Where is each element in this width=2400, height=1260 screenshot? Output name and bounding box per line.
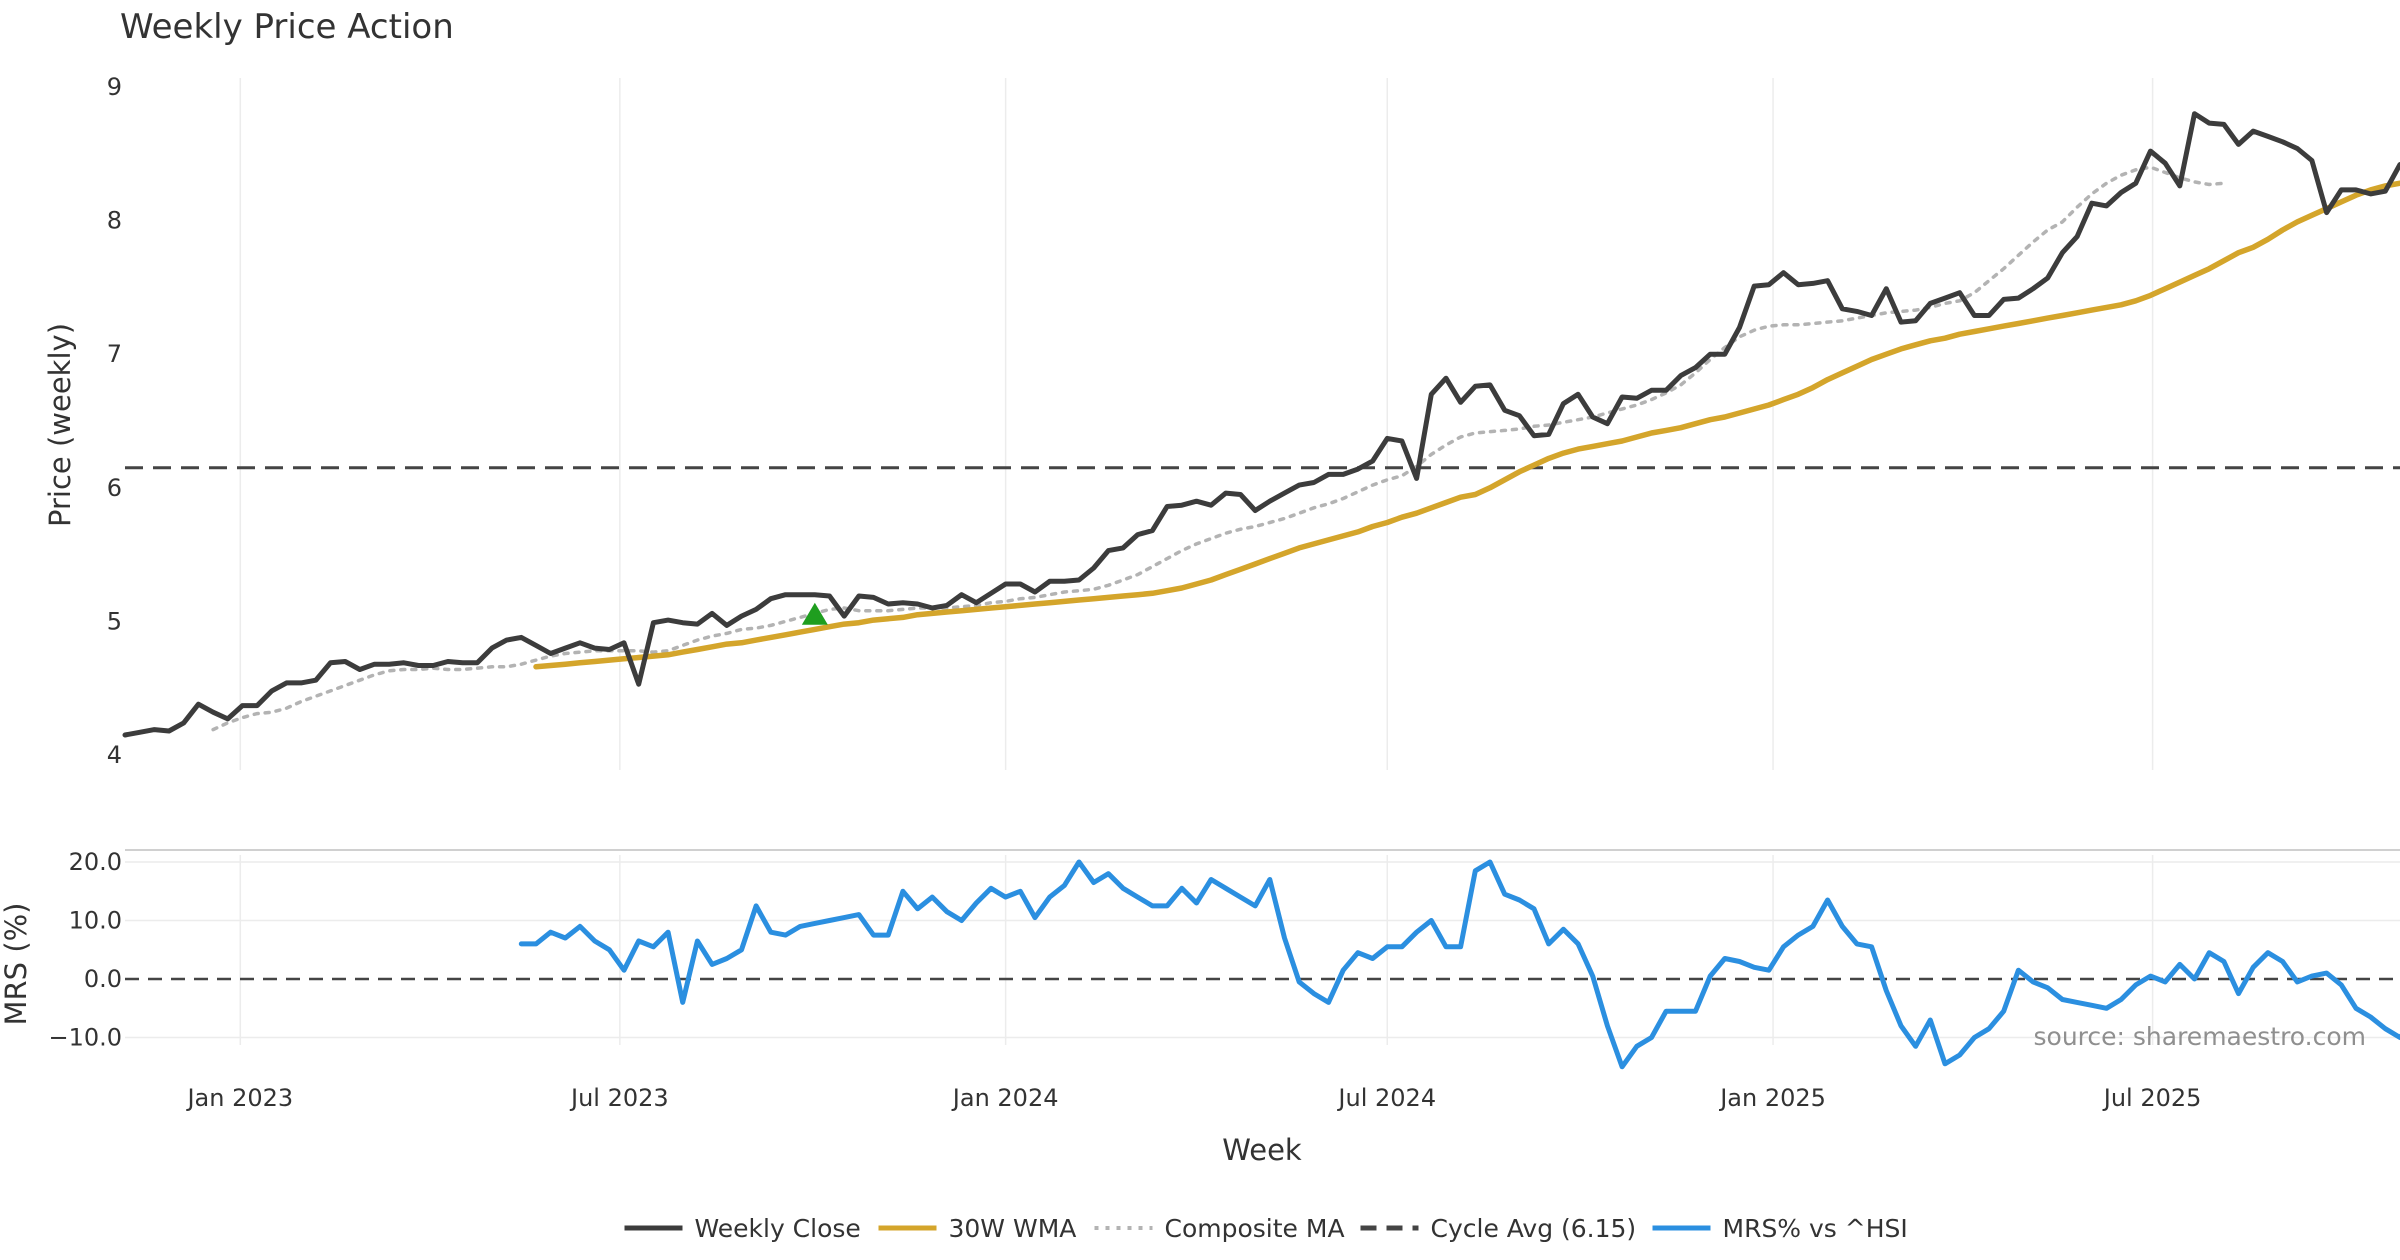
legend-label: Weekly Close: [695, 1214, 861, 1243]
chart-title: Weekly Price Action: [120, 7, 454, 47]
x-tick-label: Jan 2025: [1718, 1084, 1826, 1112]
legend-item: Cycle Avg (6.15): [1360, 1214, 1637, 1243]
legend-item: MRS% vs ^HSI: [1652, 1214, 1908, 1243]
legend-label: 30W WMA: [949, 1214, 1077, 1243]
mrs-gridlines: [125, 855, 2400, 1045]
legend-item: Composite MA: [1094, 1214, 1345, 1243]
mrs-y-tick-label: 20.0: [69, 848, 122, 876]
legend-label: MRS% vs ^HSI: [1723, 1214, 1908, 1243]
price-y-axis-title: Price (weekly): [43, 323, 77, 527]
price-y-tick-label: 6: [107, 474, 122, 502]
price-y-tick-label: 5: [107, 607, 122, 635]
legend-label: Cycle Avg (6.15): [1431, 1214, 1637, 1243]
mrs-y-tick-label: 10.0: [69, 907, 122, 935]
legend-label: Composite MA: [1165, 1214, 1345, 1243]
mrs-series-group: [518, 859, 2400, 1070]
legend: Weekly Close 30W WMA Composite MA Cycle Avg…: [624, 1214, 1908, 1243]
x-tick-label: Jan 2023: [185, 1084, 293, 1112]
mrs-y-tick-label: 0.0: [84, 965, 122, 993]
x-tick-label: Jan 2024: [951, 1084, 1059, 1112]
composite-ma-line: [211, 165, 2226, 732]
price-y-ticks: 4 5 6 7 8 9: [107, 73, 122, 769]
mrs-y-axis-title: MRS (%): [0, 903, 33, 1026]
x-tick-label: Jul 2024: [1336, 1084, 1436, 1112]
weekly-close-line: [122, 111, 2400, 738]
x-tick-label: Jul 2023: [569, 1084, 669, 1112]
price-series-group: [122, 111, 2400, 738]
x-axis-ticks: Jan 2023 Jul 2023 Jan 2024 Jul 2024 Jan 2025…: [185, 1084, 2201, 1112]
mrs-y-tick-label: −10.0: [48, 1024, 122, 1052]
mrs-y-ticks: 20.0 10.0 0.0 −10.0: [48, 848, 122, 1052]
x-axis-title: Week: [1222, 1133, 1302, 1167]
price-y-tick-label: 9: [107, 73, 122, 101]
x-tick-label: Jul 2025: [2102, 1084, 2202, 1112]
legend-item: Weekly Close: [624, 1214, 861, 1243]
buy-signal-marker: [801, 602, 828, 625]
price-y-tick-label: 7: [107, 340, 122, 368]
mrs-line: [518, 859, 2400, 1070]
price-y-tick-label: 4: [107, 741, 122, 769]
legend-item: 30W WMA: [878, 1214, 1077, 1243]
source-label: source: sharemaestro.com: [2034, 1022, 2367, 1051]
wma-30w-line: [533, 180, 2400, 670]
price-gridlines: [239, 78, 2154, 770]
price-y-tick-label: 8: [107, 207, 122, 235]
